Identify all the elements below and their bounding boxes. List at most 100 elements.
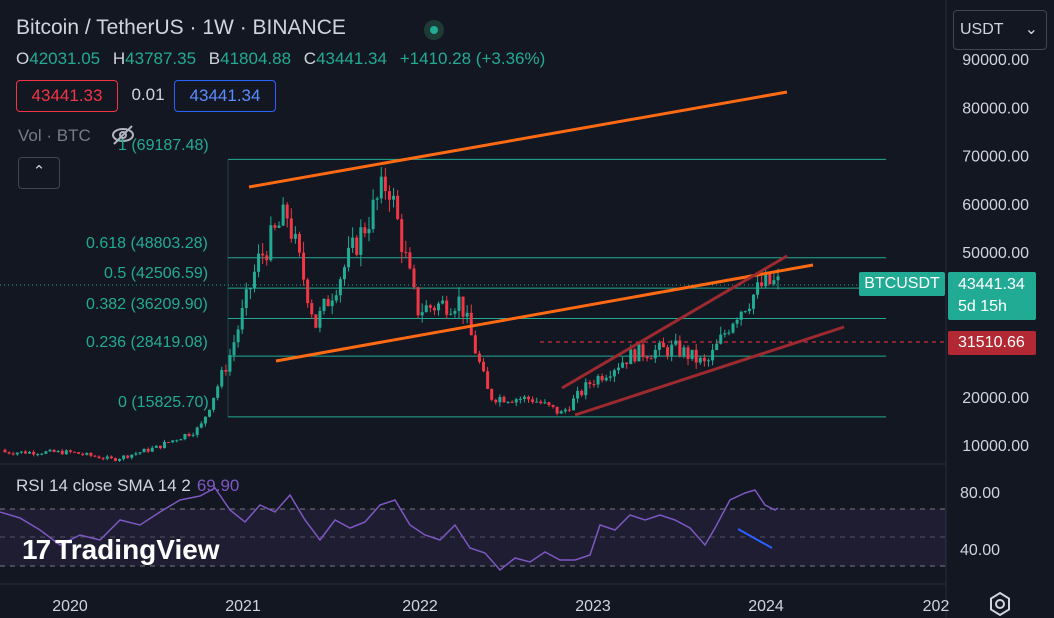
sell-button[interactable]: 43441.33	[16, 80, 118, 112]
candle-body	[203, 416, 207, 424]
candle-body	[199, 423, 203, 428]
symbol-title[interactable]: Bitcoin / TetherUS · 1W · BINANCE	[16, 16, 346, 39]
candle-body	[60, 450, 64, 455]
candle-body	[154, 445, 158, 448]
currency-selector[interactable]: USDT ⌄	[953, 10, 1047, 50]
candle-body	[612, 370, 616, 377]
time-axis[interactable]: 2020 2021 2022 2023 2024 202	[52, 598, 949, 615]
price-axis[interactable]: 90000.00 80000.00 70000.00 60000.00 50000.00…	[962, 52, 1029, 455]
candle-body	[772, 280, 776, 285]
rising-channel-lower[interactable]	[574, 325, 845, 417]
candle-body	[600, 375, 604, 381]
candle-body	[85, 452, 89, 455]
eye-hidden-icon[interactable]	[110, 124, 136, 146]
candle-body	[302, 252, 306, 280]
candle-body	[306, 279, 310, 304]
candle-body	[518, 398, 522, 400]
symbol-tag[interactable]: BTCUSDT	[859, 272, 945, 296]
candlestick-series[interactable]	[3, 166, 780, 462]
volume-indicator-label[interactable]: Vol · BTC	[18, 126, 91, 145]
candle-body	[297, 233, 301, 253]
candle-body	[461, 296, 465, 317]
fibonacci-retracement[interactable]	[227, 158, 886, 418]
candle-body	[171, 440, 175, 443]
candle-body	[731, 323, 735, 333]
collapse-legend-button[interactable]: ⌃	[18, 157, 60, 189]
candle-body	[310, 303, 314, 315]
candle-body	[543, 402, 547, 404]
candle-body	[371, 199, 375, 230]
candle-body	[428, 305, 432, 308]
candle-body	[23, 451, 27, 454]
alert-price-tag[interactable]: 31510.66	[948, 331, 1036, 355]
candle-body	[768, 273, 772, 285]
fib-label-1: 1 (69187.48)	[118, 137, 209, 154]
candle-body	[510, 401, 514, 403]
candle-body	[723, 333, 727, 335]
candle-body	[351, 237, 355, 248]
candle-body	[81, 453, 85, 455]
candle-body	[252, 271, 256, 289]
candle-body	[751, 294, 755, 309]
candle-body	[216, 386, 220, 398]
candle-body	[702, 357, 706, 362]
settings-icon[interactable]	[986, 590, 1014, 618]
candle-body	[547, 402, 551, 405]
lower-trend-channel-line[interactable]	[275, 263, 814, 363]
fib-label-0382: 0.382 (36209.90)	[86, 296, 208, 313]
fib-label-0: 0 (15825.70)	[118, 394, 209, 411]
candle-body	[338, 279, 342, 296]
candle-body	[387, 191, 391, 200]
rsi-legend[interactable]: RSI 14 close SMA 14 2 69.90	[16, 476, 239, 496]
candle-body	[743, 311, 747, 313]
candle-body	[453, 310, 457, 314]
candle-body	[167, 442, 171, 444]
price-axis-label: 80000.00	[962, 100, 1029, 117]
candle-body	[142, 448, 146, 453]
buy-button[interactable]: 43441.34	[174, 80, 276, 112]
price-axis-label: 60000.00	[962, 197, 1029, 214]
candle-body	[735, 319, 739, 324]
candle-body	[212, 397, 216, 410]
candle-body	[756, 282, 760, 295]
candle-body	[322, 299, 326, 311]
candle-body	[285, 204, 289, 219]
candle-body	[747, 308, 751, 312]
candle-body	[113, 458, 117, 461]
price-axis-label: 10000.00	[962, 438, 1029, 455]
market-status-icon[interactable]	[424, 20, 444, 40]
candle-body	[89, 452, 93, 456]
candle-body	[375, 198, 379, 200]
candle-body	[183, 433, 187, 440]
rising-channel-upper[interactable]	[561, 254, 788, 390]
candle-body	[473, 335, 477, 354]
change-value: +1410.28 (+3.36%)	[399, 49, 546, 68]
candle-body	[678, 340, 682, 356]
candle-body	[477, 353, 481, 362]
spread-value: 0.01	[131, 85, 165, 104]
candle-body	[412, 268, 416, 288]
last-price-tag[interactable]: 43441.34 5d 15h	[948, 272, 1036, 320]
price-axis-label: 20000.00	[962, 390, 1029, 407]
candle-body	[269, 225, 273, 261]
candle-body	[236, 329, 240, 343]
upper-trend-channel-line[interactable]	[248, 90, 788, 189]
candle-body	[592, 384, 596, 386]
candle-body	[101, 458, 105, 460]
candle-body	[150, 447, 154, 452]
candle-body	[191, 434, 195, 436]
rsi-divergence-line[interactable]	[737, 528, 773, 549]
candle-body	[36, 454, 40, 456]
tradingview-logo[interactable]: 17 TradingView	[22, 534, 220, 566]
candle-body	[195, 427, 199, 435]
candle-body	[175, 440, 179, 442]
candle-body	[77, 452, 81, 454]
chevron-down-icon: ⌄	[1024, 21, 1038, 38]
candle-body	[616, 367, 620, 371]
candle-body	[383, 176, 387, 192]
candle-body	[122, 455, 126, 459]
rsi-value: 69.90	[196, 476, 240, 495]
close-value: 43441.34	[316, 49, 387, 68]
candle-body	[432, 307, 436, 311]
